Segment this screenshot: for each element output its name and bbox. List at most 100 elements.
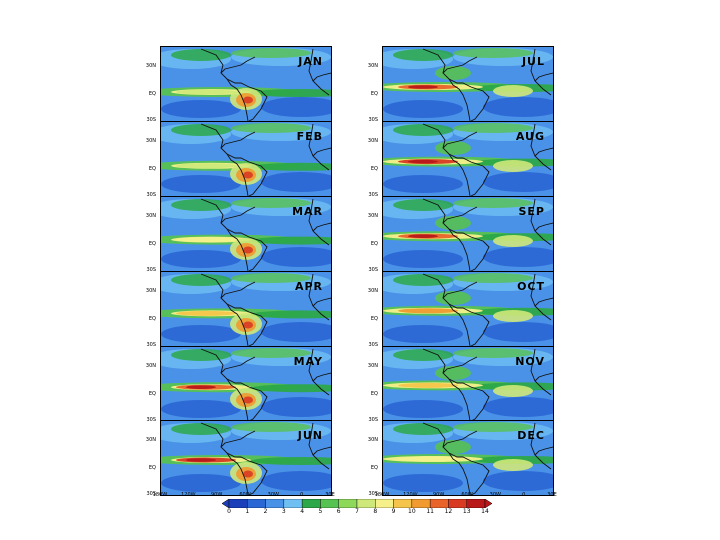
latitude-label: EQ — [148, 166, 156, 172]
latitude-label: EQ — [370, 465, 378, 471]
colorbar-tick-label: 7 — [355, 508, 359, 515]
colorbar-low-triangle — [222, 499, 230, 508]
rainfall-field — [161, 421, 331, 495]
latitude-label: EQ — [370, 91, 378, 97]
colorbar-high-triangle — [484, 499, 492, 508]
rainfall-field — [383, 421, 553, 495]
latitude-label: 30S — [146, 491, 156, 497]
month-label: JUN — [297, 429, 323, 442]
colorbar-swatch — [375, 499, 394, 508]
map-panel-nov: NOV — [382, 346, 554, 422]
map-panel-dec: DEC — [382, 420, 554, 496]
colorbar-swatch — [429, 499, 449, 508]
latitude-label: 30N — [367, 288, 378, 294]
colorbar-swatch — [411, 499, 431, 508]
colorbar-tick-label: 11 — [426, 508, 434, 515]
latitude-label: EQ — [148, 391, 156, 397]
latitude-label: EQ — [148, 316, 156, 322]
longitude-label: 30W — [489, 492, 501, 498]
month-label: JUL — [521, 55, 545, 68]
longitude-label: 60W — [239, 492, 251, 498]
latitude-label: 30N — [367, 363, 378, 369]
colorbar-swatch — [247, 499, 266, 508]
colorbar-swatch — [228, 499, 248, 508]
rainfall-field — [161, 197, 331, 271]
map-panel-mar: MAR — [160, 196, 332, 272]
colorbar-swatch — [320, 499, 339, 508]
month-label: OCT — [517, 280, 545, 293]
latitude-label: 30N — [367, 63, 378, 69]
latitude-label: 30S — [146, 342, 156, 348]
colorbar-swatch — [265, 499, 285, 508]
latitude-label: 30N — [145, 363, 156, 369]
colorbar-tick-label: 6 — [336, 508, 341, 515]
latitude-label: EQ — [370, 316, 378, 322]
longitude-label: 30W — [267, 492, 279, 498]
latitude-label: 30S — [368, 491, 378, 497]
month-label: AUG — [515, 130, 545, 143]
latitude-label: 30N — [367, 138, 378, 144]
colorbar-tick-label: 5 — [318, 508, 323, 515]
colorbar-tick-label: 14 — [481, 508, 489, 515]
month-label: DEC — [517, 429, 545, 442]
longitude-label: 90W — [211, 492, 223, 498]
longitude-label: 120W — [403, 492, 418, 498]
map-panel-aug: AUG — [382, 121, 554, 197]
colorbar-swatch — [301, 499, 321, 508]
latitude-label: 30N — [145, 288, 156, 294]
latitude-label: 30N — [145, 138, 156, 144]
longitude-label: 30E — [547, 492, 557, 498]
latitude-label: 30N — [367, 213, 378, 219]
colorbar-tick-label: 0 — [227, 508, 231, 515]
rainfall-field — [383, 47, 553, 121]
map-panel-jul: JUL — [382, 46, 554, 122]
rainfall-field — [161, 47, 331, 121]
latitude-label: 30S — [146, 267, 156, 273]
colorbar-tick-label: 12 — [444, 508, 453, 515]
map-panel-apr: APR — [160, 271, 332, 347]
colorbar-swatch — [393, 499, 413, 508]
map-panel-jan: JAN — [160, 46, 332, 122]
latitude-label: EQ — [148, 91, 156, 97]
colorbar — [222, 499, 492, 508]
latitude-label: 30N — [145, 63, 156, 69]
colorbar-tick-label: 4 — [300, 508, 305, 515]
colorbar-tick-label: 9 — [391, 508, 396, 515]
rainfall-field — [383, 347, 553, 421]
colorbar-tick-label: 13 — [462, 508, 471, 515]
map-panel-oct: OCT — [382, 271, 554, 347]
colorbar-swatch — [283, 499, 303, 508]
map-panel-feb: FEB — [160, 121, 332, 197]
longitude-label: 0 — [300, 492, 304, 498]
colorbar-tick-label: 8 — [373, 508, 378, 515]
colorbar-tick-label: 1 — [245, 508, 250, 515]
longitude-label: 90W — [433, 492, 445, 498]
latitude-label: 30S — [146, 417, 156, 423]
colorbar-tick-label: 2 — [263, 508, 268, 515]
latitude-label: 30N — [367, 437, 378, 443]
latitude-label: 30S — [368, 117, 378, 123]
month-label: APR — [294, 280, 323, 293]
colorbar-swatch — [466, 499, 486, 508]
latitude-label: 30S — [146, 117, 156, 123]
latitude-label: EQ — [148, 241, 156, 247]
month-label: MAR — [292, 205, 323, 218]
latitude-label: 30N — [145, 437, 156, 443]
latitude-label: 30S — [368, 267, 378, 273]
longitude-label: 60W — [461, 492, 473, 498]
longitude-label: 0 — [522, 492, 526, 498]
month-label: JAN — [298, 55, 323, 68]
month-label: MAY — [293, 355, 323, 368]
latitude-label: EQ — [370, 241, 378, 247]
colorbar-swatch — [356, 499, 376, 508]
latitude-label: EQ — [148, 465, 156, 471]
latitude-label: 30S — [368, 417, 378, 423]
rainfall-field — [161, 272, 331, 346]
longitude-label: 120W — [181, 492, 196, 498]
longitude-label: 180W — [152, 492, 168, 498]
rainfall-field — [161, 347, 331, 421]
latitude-label: 30S — [146, 192, 156, 198]
colorbar-swatch — [448, 499, 467, 508]
colorbar-tick-label: 3 — [281, 508, 286, 515]
latitude-label: 30S — [368, 192, 378, 198]
